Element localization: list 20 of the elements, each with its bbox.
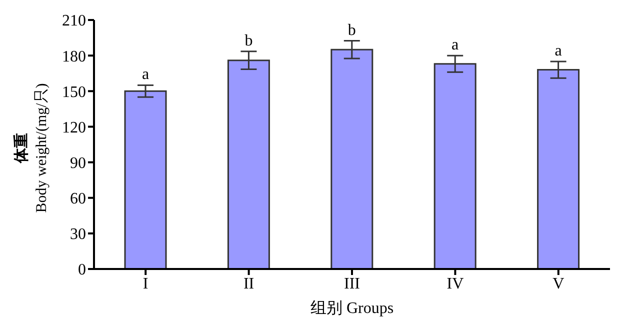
- y-tick-label: 150: [62, 84, 86, 101]
- y-tick-label: 60: [70, 190, 86, 208]
- y-tick-label: 210: [62, 12, 86, 30]
- y-tick-label: 90: [70, 154, 86, 172]
- y-tick-label: 180: [62, 48, 86, 66]
- y-tick-label: 30: [70, 226, 86, 244]
- annotation: a: [142, 66, 150, 84]
- y-tick-label: 120: [62, 119, 86, 136]
- annotation: b: [348, 22, 356, 39]
- x-axis-title: 组别 Groups: [310, 300, 394, 317]
- y-tick-label: 0: [78, 262, 86, 279]
- x-tick-label: V: [552, 275, 565, 292]
- annotation: a: [554, 42, 562, 60]
- x-tick-label: IV: [446, 275, 464, 292]
- annotation: a: [452, 36, 459, 54]
- x-tick-label: II: [243, 275, 254, 292]
- annotation: b: [244, 32, 253, 50]
- x-tick-label: I: [142, 275, 148, 292]
- x-tick-label: III: [344, 275, 360, 292]
- y-axis-title: 体重 Body weight/(mg/只): [13, 83, 50, 213]
